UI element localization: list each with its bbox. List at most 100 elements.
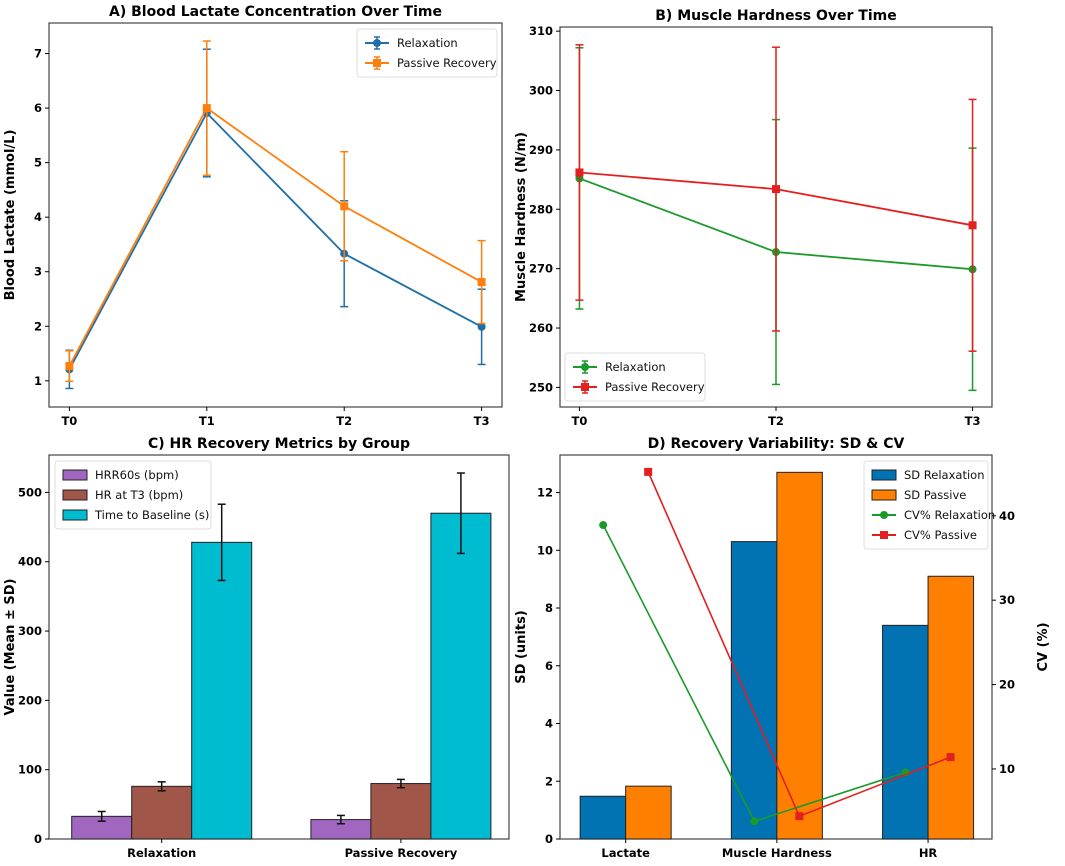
x-tick-label: T1: [199, 414, 215, 428]
bar: [776, 471, 823, 840]
series-line: [68, 106, 483, 367]
y2-tick-label: 10: [999, 762, 1015, 776]
y2-tick-label: 40: [999, 509, 1015, 523]
legend-box: [863, 460, 989, 550]
legend-marker: [581, 363, 589, 371]
legend-marker: [880, 531, 888, 539]
bar: [927, 575, 975, 840]
x-tick-label: HR: [919, 846, 938, 860]
y-tick-label: 280: [529, 202, 553, 216]
legend-label: HR at T3 (bpm): [95, 488, 183, 502]
y-tick-label: 500: [18, 485, 42, 499]
y-axis-label: SD (units): [514, 610, 529, 683]
legend-box: [564, 352, 706, 402]
cv-point: [795, 812, 804, 821]
y-tick-label: 12: [537, 486, 553, 500]
y-tick-label: 300: [18, 624, 42, 638]
y-axis-label: Blood Lactate (mmol/L): [3, 130, 18, 301]
subplot-c: C) HR Recovery Metrics by Group 0 100 200 30…: [3, 436, 510, 860]
y-tick-label: 250: [529, 380, 553, 394]
y-axis-label: Value (Mean ± SD): [3, 579, 18, 716]
legend-swatch: [62, 469, 88, 481]
legend-swatch: [62, 509, 88, 521]
y-tick-label: 4: [545, 717, 553, 731]
legend-label: HRR60s (bpm): [95, 468, 179, 482]
legend-label: CV% Relaxation: [904, 508, 995, 522]
subplot-d: D) Recovery Variability: SD & CV 0 2 4 6 8 10 1…: [514, 436, 1051, 860]
x-tick-label: T2: [768, 414, 784, 428]
series-passive-recovery: [575, 44, 977, 352]
legend-swatch: [871, 469, 897, 481]
y-tick-label: 6: [545, 659, 553, 673]
legend-label: Passive Recovery: [605, 380, 705, 394]
bar: [882, 624, 929, 840]
plot-area: [48, 454, 510, 840]
legend-label: CV% Passive: [904, 528, 977, 542]
bar: [730, 541, 778, 840]
legend-label: Relaxation: [605, 360, 666, 374]
y-tick-label: 270: [529, 262, 553, 276]
x-tick-label: T2: [336, 414, 352, 428]
legend-marker: [373, 59, 381, 67]
plot-area: [48, 22, 503, 408]
bar: [430, 512, 492, 840]
y-tick-label: 10: [537, 543, 553, 557]
legend-label: Passive Recovery: [397, 56, 497, 70]
legend-label: Time to Baseline (s): [94, 508, 209, 522]
series-line: [68, 111, 483, 370]
series-passive-recovery: [65, 40, 486, 383]
y-tick-label: 0: [545, 832, 553, 846]
y2-axis-label: CV (%): [1036, 622, 1051, 671]
data-point: [575, 168, 584, 177]
y-tick-label: 260: [529, 321, 553, 335]
bar: [191, 541, 253, 840]
x-tick-label: Lactate: [601, 846, 650, 860]
y-tick-label: 400: [18, 555, 42, 569]
bar: [579, 795, 627, 840]
y-tick-label: 6: [34, 101, 42, 115]
subplot-b: B) Muscle Hardness Over Time 250 260 270 280…: [514, 8, 993, 428]
y-axis-label: Muscle Hardness (N/m): [514, 132, 529, 302]
cv-point: [946, 753, 955, 762]
x-tick-label: T0: [61, 414, 77, 428]
x-tick-label: T3: [474, 414, 490, 428]
bar: [370, 783, 432, 840]
bar: [625, 785, 672, 840]
legend-marker: [373, 39, 381, 47]
chart-title: A) Blood Lactate Concentration Over Time: [109, 4, 442, 20]
y-tick-label: 4: [34, 210, 42, 224]
legend-marker: [581, 383, 589, 391]
cv-point: [599, 521, 608, 530]
y-tick-label: 100: [18, 763, 42, 777]
y2-tick-label: 20: [999, 678, 1015, 692]
legend-label: SD Passive: [904, 488, 966, 502]
y-tick-label: 290: [529, 143, 553, 157]
legend-swatch: [871, 489, 897, 501]
chart-title: B) Muscle Hardness Over Time: [655, 8, 896, 24]
series-relaxation: [65, 48, 486, 390]
y2-tick-label: 30: [999, 593, 1015, 607]
y-tick-label: 310: [529, 24, 553, 38]
subplot-a: A) Blood Lactate Concentration Over Time…: [3, 4, 503, 428]
y-tick-label: 300: [529, 84, 553, 98]
y-tick-label: 5: [34, 156, 42, 170]
cv-point: [644, 467, 653, 476]
legend-swatch: [62, 489, 88, 501]
legend-marker: [880, 511, 888, 519]
x-tick-label: Passive Recovery: [345, 846, 458, 860]
data-point: [477, 278, 486, 287]
data-point: [65, 362, 74, 371]
data-point: [968, 221, 977, 230]
y-tick-label: 0: [34, 832, 42, 846]
x-tick-label: Muscle Hardness: [722, 846, 832, 860]
y-tick-label: 8: [545, 601, 553, 615]
cv-point: [750, 817, 759, 826]
data-point: [772, 185, 780, 194]
legend-label: SD Relaxation: [904, 468, 984, 482]
bar: [131, 785, 193, 840]
x-tick-label: T0: [572, 414, 588, 428]
data-point: [477, 322, 486, 331]
y-tick-label: 200: [18, 693, 42, 707]
y-tick-label: 7: [34, 47, 42, 61]
